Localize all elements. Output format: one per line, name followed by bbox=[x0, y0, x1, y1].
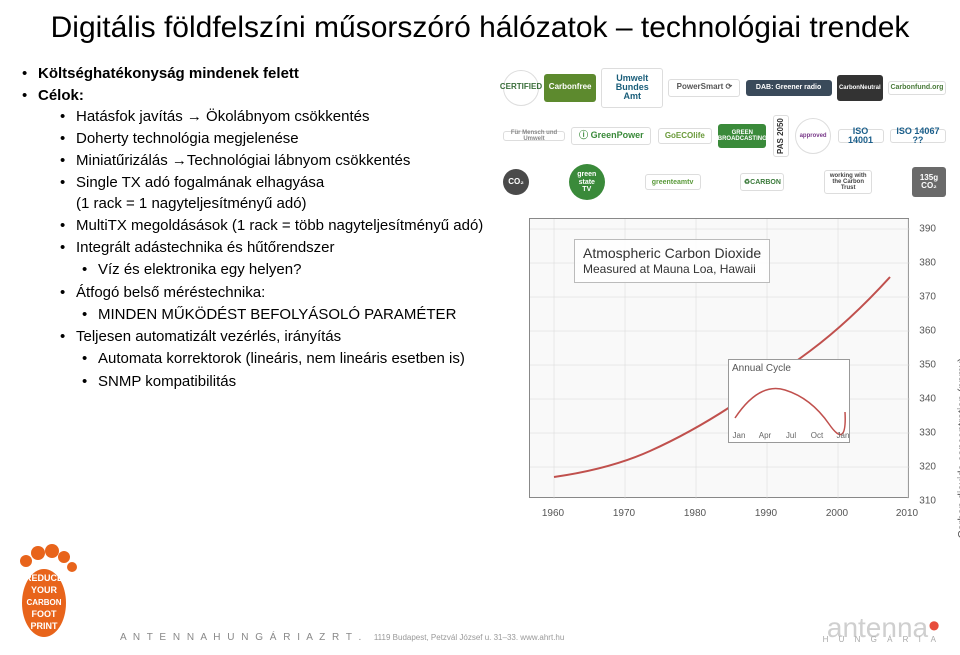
bullet-l2: Automata korrektorok (lineáris, nem line… bbox=[82, 349, 491, 369]
bullet-l0: Költséghatékonyság mindenek felett bbox=[22, 64, 491, 84]
footer-company: A N T E N N A H U N G Á R I A Z R T . bbox=[120, 632, 363, 643]
chart-ylabel: Carbon dioxide concentration (ppmv) bbox=[956, 358, 960, 538]
inset-xtick: Oct bbox=[811, 431, 823, 440]
bullet-l1: Hatásfok javítás → Ökolábnyom csökkentés bbox=[60, 107, 491, 127]
bullet-l0: Célok: Hatásfok javítás → Ökolábnyom csö… bbox=[22, 86, 491, 392]
footer-address: 1119 Budapest, Petzvál József u. 31–33. … bbox=[374, 633, 565, 642]
page-title: Digitális földfelszíni műsorszóró hálóza… bbox=[0, 0, 960, 46]
chart-title-box: Atmospheric Carbon Dioxide Measured at M… bbox=[574, 239, 770, 283]
eco-logo: PowerSmart ⟳ bbox=[668, 79, 740, 97]
chart-ytick: 310 bbox=[919, 496, 936, 507]
eco-logo: greenteamtv bbox=[645, 174, 701, 190]
eco-logo: Carbonfree bbox=[544, 74, 596, 102]
bullet-l1: MultiTX megoldásások (1 rack = több nagy… bbox=[60, 216, 491, 236]
bullet-l2: Víz és elektronika egy helyen? bbox=[82, 260, 491, 280]
bullet-l1: Átfogó belső méréstechnika: bbox=[60, 283, 491, 303]
chart-inset: Annual Cycle JanAprJulOctJan bbox=[728, 359, 850, 443]
eco-logo: 135g CO₂ bbox=[912, 167, 946, 197]
eco-logo: CO₂ bbox=[503, 169, 529, 195]
chart-ytick: 340 bbox=[919, 394, 936, 405]
inset-xtick: Jul bbox=[786, 431, 796, 440]
inset-xtick: Jan bbox=[733, 431, 746, 440]
chart-xtick: 2010 bbox=[896, 508, 918, 519]
chart-ytick: 350 bbox=[919, 360, 936, 371]
chart-xtick: 1960 bbox=[542, 508, 564, 519]
eco-logo: CarbonNeutral bbox=[837, 75, 883, 101]
eco-logo: working with the Carbon Trust bbox=[824, 170, 872, 194]
footprint-graphic: REDUCE YOUR CARBON FOOT PRINT bbox=[6, 525, 96, 645]
bullet-column: Költséghatékonyság mindenek felett Célok… bbox=[22, 64, 491, 533]
eco-logo: DAB: Greener radio bbox=[746, 80, 832, 96]
svg-text:CARBON: CARBON bbox=[26, 598, 61, 607]
svg-text:PRINT: PRINT bbox=[31, 621, 59, 631]
bullet-l2: MINDEN MŰKÖDÉST BEFOLYÁSOLÓ PARAMÉTER bbox=[82, 305, 491, 325]
right-column: CERTIFIEDCarbonfreeUmwelt Bundes Amt Powe… bbox=[491, 64, 950, 533]
svg-text:FOOT: FOOT bbox=[32, 609, 57, 619]
bullet-l1: Single TX adó fogalmának elhagyása (1 ra… bbox=[60, 173, 491, 214]
bullet-l1: Miniatűrizálás →Technológiai lábnyom csö… bbox=[60, 151, 491, 171]
eco-logo: GoECOlife bbox=[658, 128, 712, 144]
chart-plot-area: Atmospheric Carbon Dioxide Measured at M… bbox=[529, 218, 909, 498]
eco-logo: Carbonfund.org bbox=[888, 81, 946, 95]
bullet-l1: Doherty technológia megjelenése bbox=[60, 129, 491, 149]
antenna-logo: antenna• H U N G Á R I A bbox=[823, 618, 940, 643]
chart-xtick: 1980 bbox=[684, 508, 706, 519]
eco-logo: approved bbox=[795, 118, 831, 154]
co2-chart: Atmospheric Carbon Dioxide Measured at M… bbox=[499, 208, 950, 533]
eco-logo: GREEN BROADCASTING bbox=[718, 124, 766, 148]
bullet-l1: Integrált adástechnika és hűtőrendszer bbox=[60, 238, 491, 258]
chart-ytick: 380 bbox=[919, 258, 936, 269]
bullet-l2: SNMP kompatibilitás bbox=[82, 372, 491, 392]
chart-subtitle: Measured at Mauna Loa, Hawaii bbox=[583, 262, 761, 278]
chart-title: Atmospheric Carbon Dioxide bbox=[583, 244, 761, 262]
logo-cloud: CERTIFIEDCarbonfreeUmwelt Bundes Amt Powe… bbox=[499, 64, 950, 204]
chart-ytick: 360 bbox=[919, 326, 936, 337]
chart-ytick: 330 bbox=[919, 428, 936, 439]
eco-logo: Umwelt Bundes Amt bbox=[601, 68, 663, 108]
content-row: Költséghatékonyság mindenek felett Célok… bbox=[0, 46, 960, 533]
eco-logo: PAS 2050 bbox=[773, 115, 789, 157]
chart-ytick: 370 bbox=[919, 292, 936, 303]
bullet-l1: Teljesen automatizált vezérlés, irányítá… bbox=[60, 327, 491, 347]
chart-ytick: 390 bbox=[919, 224, 936, 235]
footer: A N T E N N A H U N G Á R I A Z R T . 11… bbox=[120, 618, 940, 643]
eco-logo: ⓘ GreenPower bbox=[571, 127, 651, 145]
inset-xtick: Apr bbox=[759, 431, 771, 440]
eco-logo: green state TV bbox=[569, 164, 605, 200]
eco-logo: ISO 14067 ?? bbox=[890, 129, 946, 143]
inset-xtick: Jan bbox=[837, 431, 850, 440]
chart-xtick: 1990 bbox=[755, 508, 777, 519]
chart-xtick: 1970 bbox=[613, 508, 635, 519]
chart-xtick: 2000 bbox=[826, 508, 848, 519]
eco-logo: Für Mensch und Umwelt bbox=[503, 131, 565, 141]
svg-text:REDUCE: REDUCE bbox=[25, 573, 63, 583]
eco-logo: CERTIFIED bbox=[503, 70, 539, 106]
chart-ytick: 320 bbox=[919, 462, 936, 473]
eco-logo: ISO 14001 bbox=[838, 129, 884, 143]
eco-logo: ♻CARBON bbox=[740, 173, 784, 191]
svg-text:YOUR: YOUR bbox=[31, 585, 58, 595]
